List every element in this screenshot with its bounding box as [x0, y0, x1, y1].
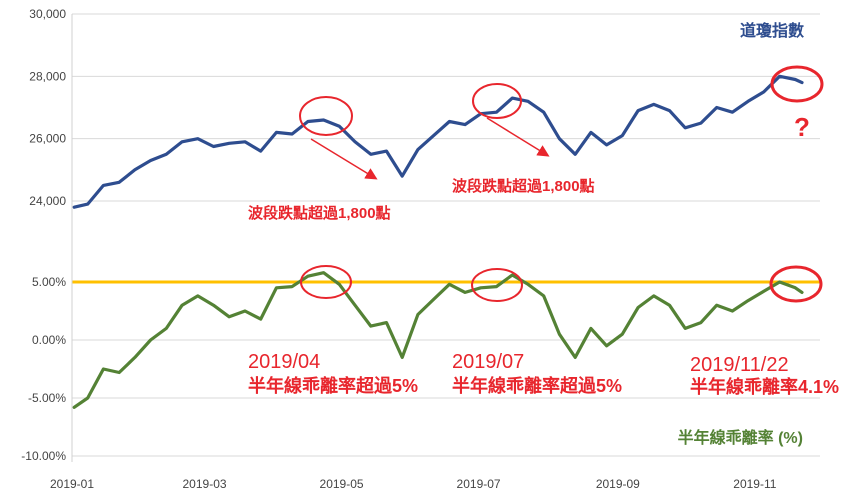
y-tick-label: 24,000 — [29, 194, 66, 208]
x-tick-label: 2019-03 — [183, 477, 227, 491]
highlight-circle-jul-dji — [472, 83, 522, 119]
x-tick-label: 2019-09 — [596, 477, 640, 491]
y-tick-label: 26,000 — [29, 132, 66, 146]
note-label-1: 半年線乖離率超過5% — [248, 375, 418, 396]
series-layer — [72, 74, 804, 409]
dji-legend-label: 道瓊指數 — [740, 21, 804, 40]
series-line-dji — [72, 74, 804, 209]
bias-legend-label: 半年線乖離率 (%) — [678, 428, 803, 447]
x-tick-label: 2019-07 — [457, 477, 501, 491]
date-label-2: 2019/07 — [452, 351, 524, 373]
x-tick-label: 2019-01 — [50, 477, 94, 491]
highlight-circle-apr-dji — [299, 96, 353, 136]
drop-arrow-2 — [486, 117, 550, 157]
axis-layer: 24,000 26,000 28,000 30,000 -10.00% -5.00% 0.0… — [21, 7, 776, 491]
y-tick-label: -10.00% — [21, 449, 66, 463]
y-tick-label: 5.00% — [32, 275, 66, 289]
drop-arrow-1 — [310, 138, 378, 180]
drop-label-2: 波段跌點超過1,800點 — [452, 177, 595, 195]
date-label-3: 2019/11/22 — [690, 354, 789, 376]
y-tick-label: 30,000 — [29, 7, 66, 21]
y-tick-label: 28,000 — [29, 69, 66, 83]
date-label-1: 2019/04 — [248, 351, 320, 373]
highlight-circle-jul-bias — [471, 268, 523, 302]
x-tick-label: 2019-05 — [320, 477, 364, 491]
y-tick-label: 0.00% — [32, 333, 66, 347]
annotation-layer: 波段跌點超過1,800點 波段跌點超過1,800點 ? 2019/04 半年線乖… — [248, 65, 839, 397]
series-line-bias — [72, 271, 804, 409]
note-label-3: 半年線乖離率4.1% — [690, 376, 839, 397]
x-tick-label: 2019-11 — [733, 477, 776, 491]
drop-label-1: 波段跌點超過1,800點 — [248, 204, 391, 222]
highlight-circle-nov-dji — [770, 65, 824, 103]
y-tick-label: -5.00% — [28, 391, 66, 405]
question-mark: ? — [794, 112, 810, 142]
note-label-2: 半年線乖離率超過5% — [452, 375, 622, 396]
highlight-circle-nov-bias — [769, 265, 823, 303]
highlight-circle-apr-bias — [300, 265, 352, 299]
